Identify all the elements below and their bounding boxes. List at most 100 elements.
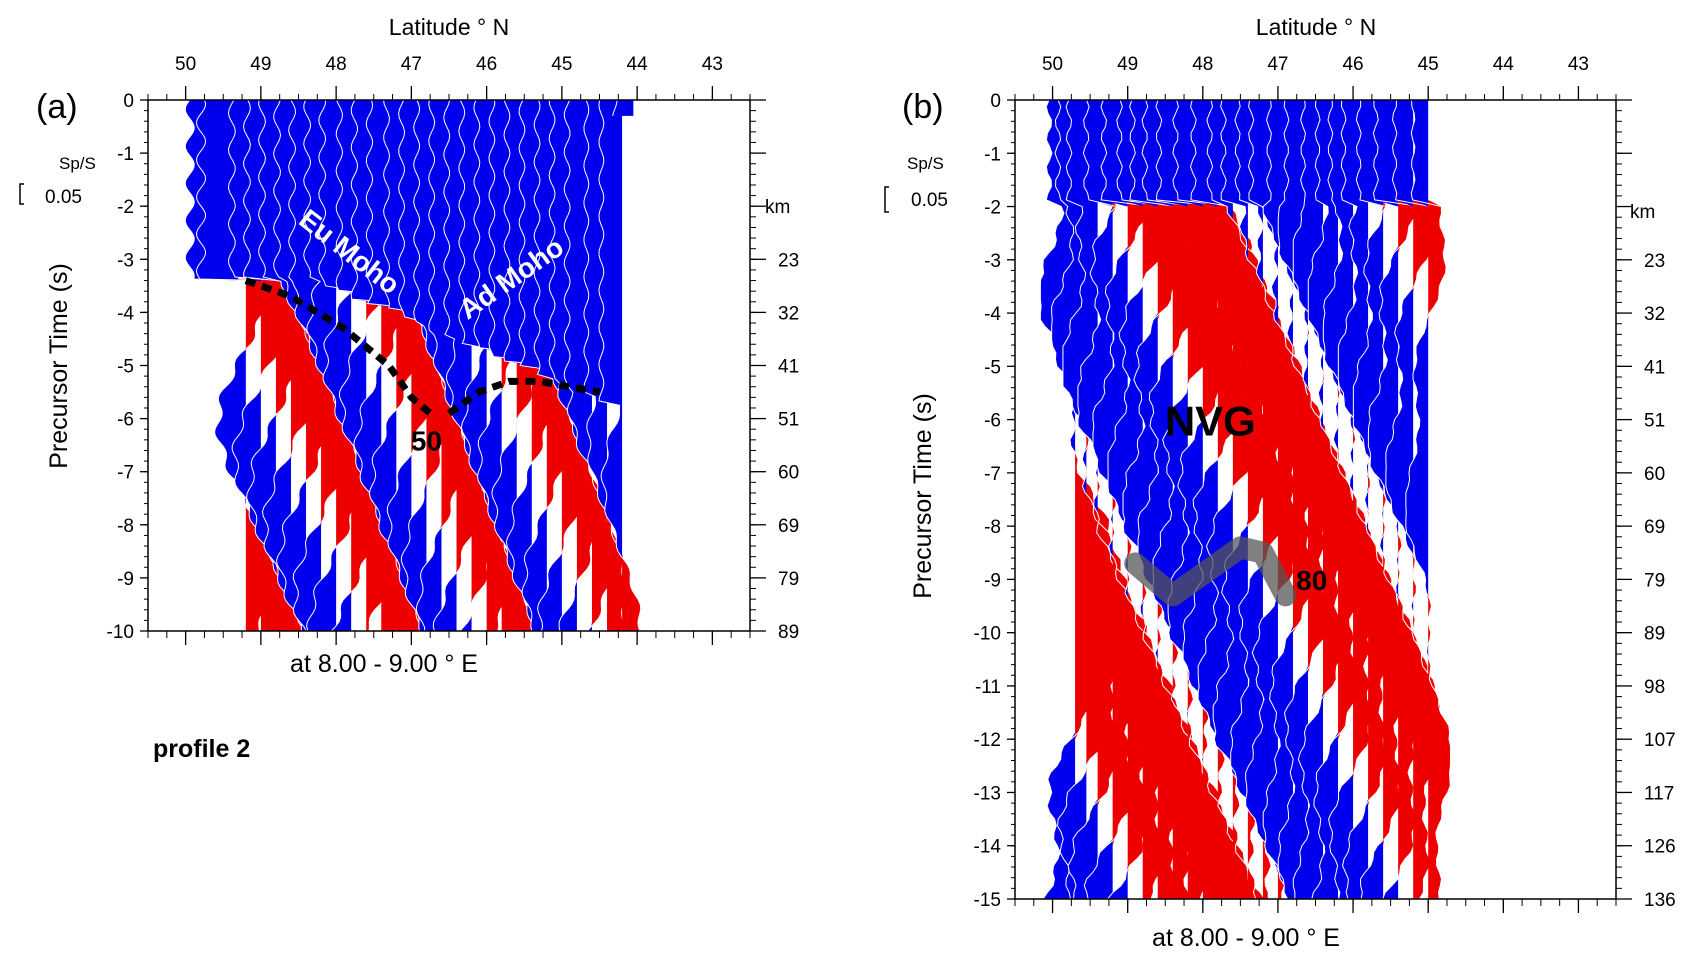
x-tick-label: 50: [1042, 54, 1063, 75]
depth-tick-label: 69: [778, 516, 799, 537]
y-tick-label: 0: [123, 91, 134, 112]
x-tick-label: 46: [1342, 54, 1363, 75]
trace-negative-fill: [196, 100, 239, 281]
trace-negative-fill: [612, 100, 634, 116]
trace-line: [303, 100, 365, 631]
trace-negative-fill: [1051, 100, 1087, 899]
y-tick-label: -14: [974, 837, 1002, 858]
trace-positive-fill: [1383, 100, 1413, 899]
x-tick-label: 45: [1418, 54, 1439, 75]
panel-a-scale-label: Sp/S: [59, 154, 96, 173]
panel-b-scale-value: 0.05: [911, 190, 948, 211]
moho-dashed-line: [244, 277, 433, 416]
trace-line: [428, 100, 483, 631]
annotation-label: NVG: [1165, 398, 1256, 445]
trace-positive-fill: [1112, 100, 1148, 899]
trace-positive-fill: [561, 100, 588, 631]
trace-line: [612, 100, 618, 117]
depth-tick-label: 98: [1644, 677, 1665, 698]
depth-tick-label: 136: [1644, 890, 1676, 911]
trace-positive-fill: [607, 100, 629, 631]
depth-tick-label: 117: [1644, 783, 1674, 804]
x-tick-label: 48: [326, 54, 347, 75]
panel-b-axes: 0 -1 -2 -3 -4 -5 -6 -7 -8 -9 -10 -11 -12 -13 -14 -15 23 3…: [974, 54, 1676, 913]
trace-negative-fill: [1263, 100, 1293, 899]
trace-line: [1367, 100, 1429, 899]
y-tick-label: -8: [984, 517, 1001, 538]
panel-a-top-axis-title: Latitude ° N: [389, 14, 509, 40]
y-tick-label: -15: [974, 890, 1001, 911]
y-tick-label: -13: [974, 783, 1001, 804]
trace-negative-fill: [1213, 100, 1248, 899]
depth-tick-label: 60: [1644, 464, 1665, 485]
panel-b-label: (b): [902, 88, 944, 126]
panel-a-label: (a): [36, 88, 78, 126]
trace-negative-fill: [1138, 100, 1173, 899]
trace-positive-fill: [441, 100, 467, 631]
trace-positive-fill: [260, 100, 291, 631]
panel-b-scale-label: Sp/S: [907, 154, 944, 173]
trace-positive-fill: [245, 280, 277, 631]
depth-tick-label: 41: [1644, 357, 1665, 378]
y-tick-label: -2: [117, 197, 134, 218]
y-tick-label: -4: [984, 304, 1001, 325]
panel-b: Latitude ° N (b) Sp/S 0.05 Precursor Tim…: [884, 14, 1676, 952]
trace-negative-fill: [598, 100, 623, 631]
depth-tick-label: 23: [778, 250, 799, 271]
panel-a-depth-unit: km: [765, 197, 790, 218]
trace-line: [518, 100, 573, 631]
trace-positive-fill: [1338, 100, 1368, 899]
trace-positive-fill: [501, 100, 527, 631]
panel-a-y-axis-label: Precursor Time (s): [45, 263, 73, 469]
x-tick-label: 43: [702, 54, 723, 75]
panel-b-x-axis-label: at 8.00 - 9.00 ° E: [1152, 924, 1340, 952]
y-tick-label: 0: [990, 91, 1001, 112]
depth-tick-label: 41: [778, 357, 799, 378]
y-tick-label: -1: [117, 144, 134, 165]
panel-b-depth-unit: km: [1630, 202, 1655, 223]
profile-label: profile 2: [153, 735, 251, 763]
trace-line: [196, 100, 261, 282]
trace-line: [1405, 100, 1451, 899]
y-tick-label: -3: [117, 250, 134, 271]
depth-tick-label: 79: [1644, 570, 1665, 591]
y-tick-label: -6: [984, 411, 1001, 432]
y-tick-label: -9: [984, 570, 1001, 591]
y-tick-label: -2: [984, 198, 1001, 219]
trace-negative-fill: [1278, 100, 1308, 899]
nvg-band: [1124, 536, 1297, 607]
y-tick-label: -4: [117, 303, 134, 324]
x-tick-label: 43: [1568, 54, 1589, 75]
x-tick-label: 46: [476, 54, 497, 75]
trace-positive-fill: [275, 100, 305, 631]
depth-tick-label: 32: [778, 303, 799, 324]
trace-negative-fill: [1153, 100, 1188, 899]
panel-a-axes: 0 -1 -2 -3 -4 -5 -6 -7 -8 -9 -10 23 32 41 51 60 69 79 89 50…: [107, 54, 799, 645]
trace-negative-fill: [1230, 100, 1263, 899]
panel-a-scale-value: 0.05: [45, 187, 82, 208]
y-tick-label: -8: [117, 516, 134, 537]
trace-negative-fill: [1062, 100, 1098, 899]
trace-positive-fill: [1187, 100, 1223, 899]
x-tick-label: 49: [1117, 54, 1138, 75]
y-tick-label: -11: [975, 677, 1001, 698]
trace-positive-fill: [1172, 100, 1208, 899]
depth-tick-label: 60: [778, 463, 799, 484]
y-tick-label: -3: [984, 251, 1001, 272]
y-tick-label: -12: [974, 730, 1001, 751]
y-tick-label: -5: [117, 357, 134, 378]
depth-tick-label: 126: [1644, 837, 1676, 858]
y-tick-label: -7: [984, 464, 1001, 485]
trace-negative-fill: [1077, 100, 1113, 899]
trace-line: [1307, 100, 1369, 899]
trace-line: [598, 100, 642, 631]
trace-positive-fill: [1277, 100, 1311, 899]
trace-positive-fill: [1075, 100, 1110, 899]
panel-b-scale-bar: [884, 186, 889, 213]
trace-negative-fill: [1123, 100, 1158, 899]
depth-tick-label: 69: [1644, 517, 1665, 538]
panel-a-x-axis-label: at 8.00 - 9.00 ° E: [290, 650, 478, 678]
x-tick-label: 44: [627, 54, 649, 75]
depth-tick-label: 32: [1644, 304, 1665, 325]
